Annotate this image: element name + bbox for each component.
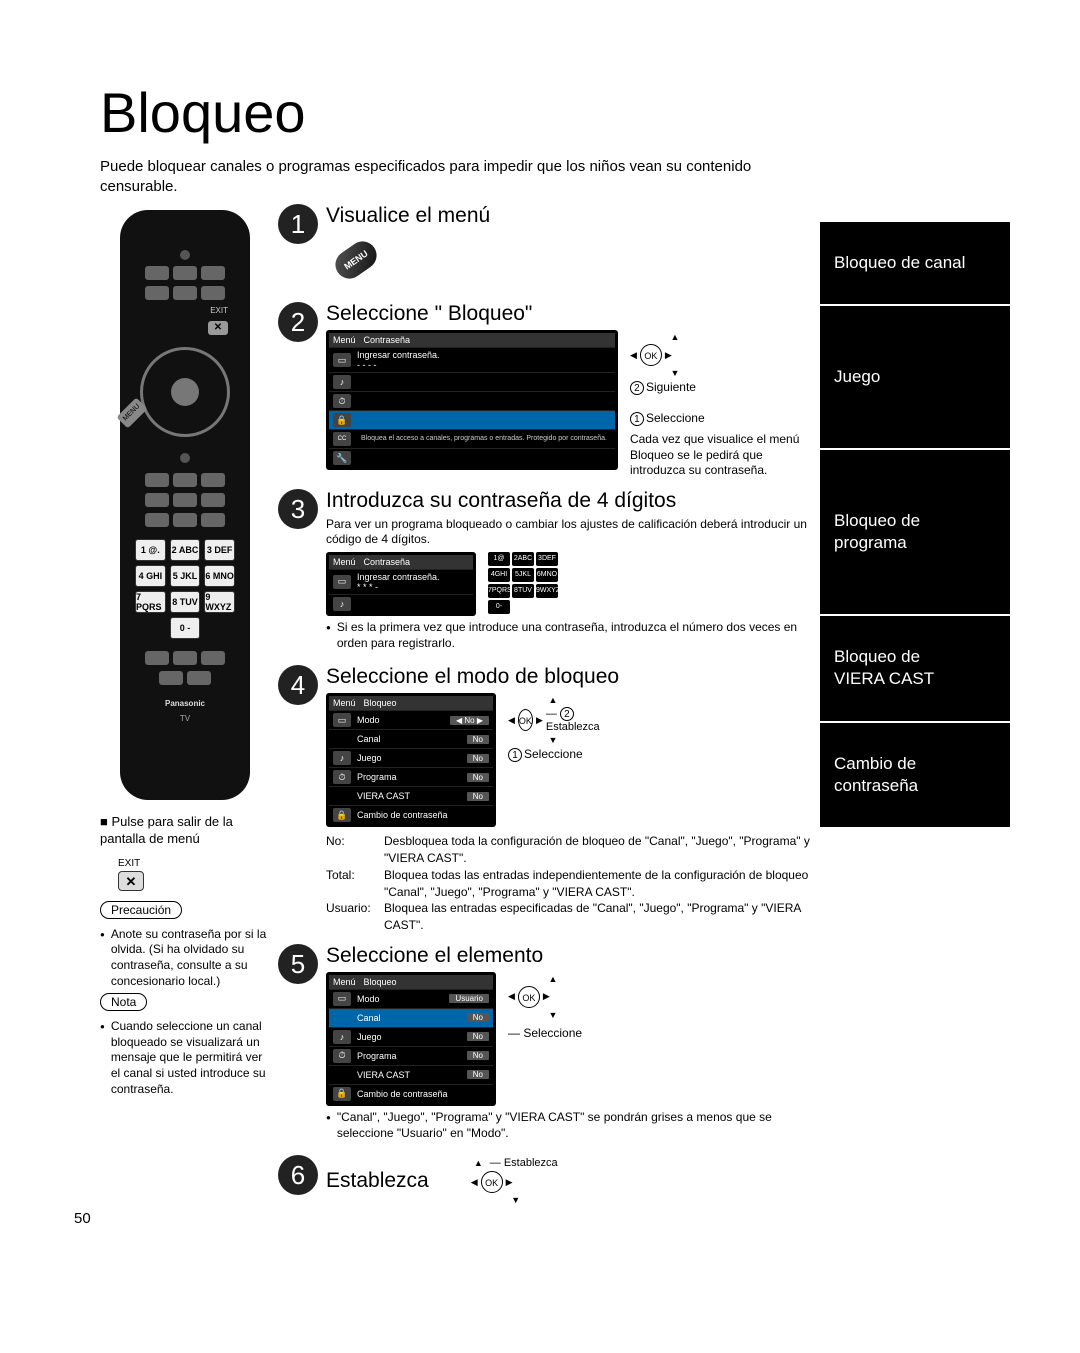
note-bullet: Cuando seleccione un canal bloqueado se … (100, 1019, 270, 1097)
step-subtitle: Para ver un programa bloqueado o cambiar… (326, 517, 812, 548)
timer-icon: ⏱ (333, 394, 351, 408)
exit-button-illustration: ✕ (118, 871, 144, 891)
step2-hint: Cada vez que visualice el menú Bloqueo s… (630, 432, 800, 479)
lock-icon: 🔒 (333, 808, 351, 822)
page-title: Bloqueo (100, 80, 1010, 145)
exit-note: Pulse para salir de la pantalla de menú (100, 814, 233, 846)
lock-icon: 🔒 (333, 1087, 351, 1101)
intro-text: Puede bloquear canales o programas espec… (100, 157, 800, 196)
step-title: Seleccione el elemento (326, 944, 812, 968)
step-3: 3 Introduzca su contraseña de 4 dígitos … (278, 489, 812, 655)
caution-bullet: Anote su contraseña por si la olvida. (S… (100, 927, 270, 989)
step-6: 6 Establezca ▲— Establezca ◀OK▶ ▼ (278, 1155, 812, 1207)
sq-bullet: ■ (100, 814, 108, 829)
caution-pill: Precaución (100, 901, 182, 919)
remote-illustration: EXIT ✕ MENU 1 @. 2 ABC 3 DEF 4 GHI 5 JKL… (120, 210, 250, 800)
remote-brand: Panasonic (165, 699, 205, 708)
osd-menu: Menú Bloqueo ▭ModoUsuario CanalNo ♪Juego… (326, 972, 496, 1106)
exit-label: EXIT (118, 858, 270, 869)
step-5: 5 Seleccione el elemento Menú Bloqueo ▭M… (278, 944, 812, 1145)
remote-exit-label: EXIT (130, 306, 240, 315)
osd-menu: Menú Bloqueo ▭ Modo ◀ No ▶ CanalNo ♪Jueg… (326, 693, 496, 827)
sidebar-tab: Juego (820, 306, 1010, 450)
picture-icon: ▭ (333, 992, 351, 1006)
remote-tv: TV (180, 714, 190, 723)
step-title: Seleccione el modo de bloqueo (326, 665, 812, 689)
sidebar-tab: Cambio de contraseña (820, 723, 1010, 829)
step-number: 4 (278, 665, 318, 705)
page-number: 50 (74, 1210, 91, 1227)
cc-icon: CC (333, 432, 351, 446)
timer-icon: ⏱ (333, 1049, 351, 1063)
step-title: Visualice el menú (326, 204, 812, 228)
remote-dpad (140, 347, 230, 437)
remote-exit-button: ✕ (208, 321, 228, 335)
timer-icon: ⏱ (333, 770, 351, 784)
step-title: Introduzca su contraseña de 4 dígitos (326, 489, 812, 513)
step-4: 4 Seleccione el modo de bloqueo Menú Blo… (278, 665, 812, 934)
sidebar-tabs: Bloqueo de canal Juego Bloqueo de progra… (820, 204, 1010, 1217)
step-title: Seleccione " Bloqueo" (326, 302, 812, 326)
mini-keypad: 1@ 2ABC 3DEF 4GHI 5JKL 6MNO 7PQRS 8TUV 9… (488, 552, 558, 614)
step-1: 1 Visualice el menú MENU (278, 204, 812, 292)
audio-icon: ♪ (333, 1030, 351, 1044)
note-pill: Nota (100, 993, 147, 1011)
step5-bullet: "Canal", "Juego", "Programa" y "VIERA CA… (326, 1110, 812, 1141)
osd-menu: Menú Contraseña ▭Ingresar contraseña.* *… (326, 552, 476, 616)
picture-icon: ▭ (333, 353, 351, 367)
nav-control: ▲ ◀OK▶ ▼ (630, 332, 720, 378)
menu-button-illustration: MENU (330, 232, 382, 292)
nav-control: ▲ ◀OK▶ ▼ (508, 974, 598, 1020)
picture-icon: ▭ (333, 713, 351, 727)
nav-control: ▲— Establezca ◀OK▶ ▼ (471, 1155, 561, 1207)
sidebar-tab: Bloqueo de programa (820, 450, 1010, 616)
nav-control: ▲ ◀OK▶ — 2Establezca ▼ (508, 695, 598, 745)
audio-icon: ♪ (333, 751, 351, 765)
lock-icon: 🔒 (333, 413, 351, 427)
step-number: 3 (278, 489, 318, 529)
sidebar-tab: Bloqueo de VIERA CAST (820, 616, 1010, 722)
step-number: 6 (278, 1155, 318, 1195)
step-number: 5 (278, 944, 318, 984)
sidebar-tab: Bloqueo de canal (820, 222, 1010, 306)
audio-icon: ♪ (333, 375, 351, 389)
remote-keypad: 1 @. 2 ABC 3 DEF 4 GHI 5 JKL 6 MNO 7 PQR… (135, 539, 235, 639)
step-title: Establezca (326, 1169, 429, 1193)
step-number: 2 (278, 302, 318, 342)
osd-menu: Menú Contraseña ▭Ingresar contraseña.- -… (326, 330, 618, 470)
step-number: 1 (278, 204, 318, 244)
tool-icon: 🔧 (333, 451, 351, 465)
audio-icon: ♪ (333, 597, 351, 611)
mode-definitions: No:Desbloquea toda la configuración de b… (326, 833, 812, 934)
picture-icon: ▭ (333, 575, 351, 589)
step-2: 2 Seleccione " Bloqueo" Menú Contraseña … (278, 302, 812, 479)
step3-bullet: Si es la primera vez que introduce una c… (326, 620, 812, 651)
